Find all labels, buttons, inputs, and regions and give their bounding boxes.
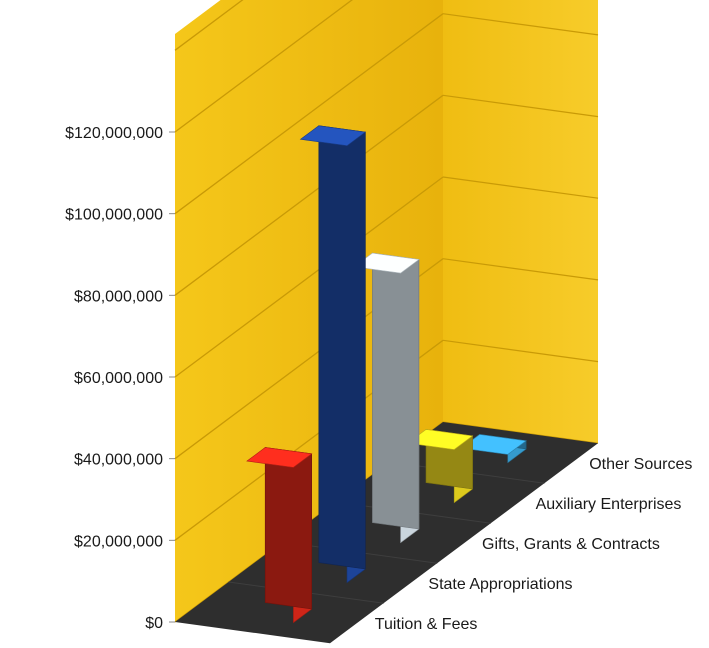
- bar-top-face: [460, 434, 527, 455]
- bar-top-face: [299, 125, 367, 147]
- y-tick-label: $120,000,000: [65, 125, 163, 142]
- category-label: Auxiliary Enterprises: [536, 496, 682, 513]
- y-tick-label: $60,000,000: [74, 370, 163, 387]
- category-label: Other Sources: [589, 456, 692, 473]
- bar-side-face: [264, 447, 313, 610]
- category-label: Gifts, Grants & Contracts: [482, 536, 660, 553]
- y-tick-label: $20,000,000: [74, 533, 163, 550]
- bar: [299, 125, 367, 584]
- gridline: [442, 94, 599, 118]
- y-tick-label: $0: [145, 615, 163, 632]
- bar-side-face: [372, 252, 420, 530]
- bar-top-face: [246, 447, 313, 468]
- gridline: [442, 13, 599, 36]
- y-axis-tick-labels: $0 $20,000,000 $40,000,000 $60,000,000 $80,0…: [65, 125, 175, 632]
- bar: [246, 447, 313, 624]
- gridline: [442, 258, 599, 281]
- category-label: State Appropriations: [428, 576, 572, 593]
- side-wall: [443, 0, 598, 444]
- gridline: [174, 94, 444, 296]
- gridline: [174, 176, 444, 378]
- gridline: [174, 0, 244, 51]
- bar: [406, 429, 474, 504]
- bar-top-face: [353, 252, 420, 274]
- gridline: [174, 0, 353, 133]
- bar-top-face: [406, 429, 474, 450]
- y-tick-label: $40,000,000: [74, 452, 163, 469]
- gridline: [174, 13, 444, 215]
- bars: [246, 125, 527, 624]
- bar: [353, 252, 420, 544]
- y-tick-label: $80,000,000: [74, 288, 163, 305]
- gridline: [442, 176, 599, 199]
- category-label: Tuition & Fees: [375, 616, 478, 633]
- bar: [460, 434, 527, 464]
- y-tick-label: $100,000,000: [65, 207, 163, 224]
- category-labels: Tuition & Fees State Appropriations Gifts,…: [375, 456, 693, 633]
- gridline: [442, 339, 599, 363]
- bar-side-face: [318, 125, 366, 570]
